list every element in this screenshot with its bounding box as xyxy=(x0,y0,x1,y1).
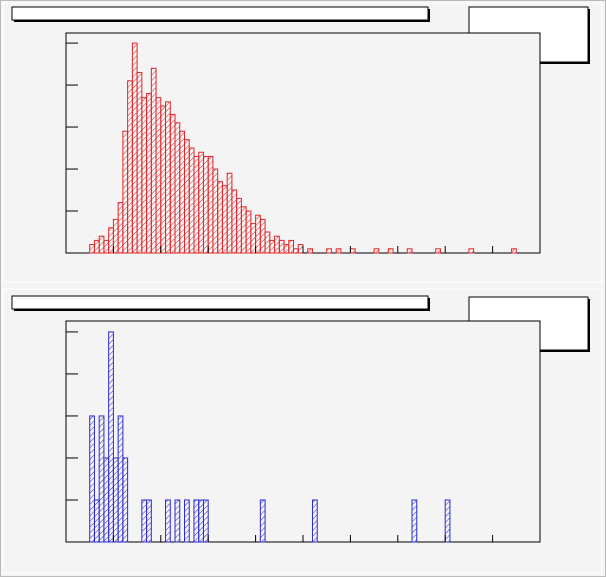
histogram-bar xyxy=(131,42,138,254)
histogram-bar xyxy=(112,457,119,543)
histogram-bar xyxy=(165,499,171,543)
histogram-bar xyxy=(108,331,114,543)
histogram-bar xyxy=(226,172,233,254)
histogram-bar xyxy=(288,239,295,254)
histogram-bar xyxy=(373,248,380,254)
histogram-bar xyxy=(212,168,219,254)
histogram-bar xyxy=(231,189,238,254)
histogram-bar xyxy=(511,248,517,254)
histogram-bar xyxy=(103,457,110,543)
histogram-bar xyxy=(150,67,157,254)
histogram-bar xyxy=(184,139,190,254)
histogram-bar xyxy=(169,113,176,254)
histogram-bar xyxy=(255,214,261,254)
histogram-bar xyxy=(259,499,266,543)
histogram-bar xyxy=(146,92,152,254)
histogram-bar xyxy=(198,151,204,254)
title-box xyxy=(11,6,429,21)
histogram-bar xyxy=(117,415,124,543)
histogram-bar xyxy=(98,235,105,254)
histogram-bar xyxy=(193,155,200,254)
histogram-bar xyxy=(326,248,332,254)
histogram-bar xyxy=(259,218,266,254)
histogram-bar xyxy=(387,248,394,254)
histogram-bar xyxy=(193,499,200,543)
histogram-bar xyxy=(468,248,475,254)
histogram-bar xyxy=(98,415,105,543)
histogram-bar xyxy=(236,197,242,254)
histogram-bar xyxy=(411,499,418,543)
histogram-bar xyxy=(146,499,152,543)
histogram-bar xyxy=(207,155,214,254)
histogram-bar xyxy=(202,155,209,254)
histogram-bar xyxy=(278,239,285,254)
histogram-bar xyxy=(307,248,313,254)
histogram-bar xyxy=(89,415,95,543)
histogram-bar xyxy=(117,202,124,254)
histogram-bar xyxy=(141,97,148,254)
histogram-bar xyxy=(188,147,195,254)
histogram-bar xyxy=(122,130,129,254)
histogram-bar xyxy=(245,210,252,254)
histogram-bar xyxy=(179,130,185,254)
histogram-bar xyxy=(155,97,162,254)
histogram-bar xyxy=(406,248,413,254)
histogram-bar xyxy=(311,499,318,543)
histogram-bar xyxy=(136,71,143,254)
plot-frame xyxy=(65,320,541,543)
histogram-bar xyxy=(435,248,441,254)
histogram-bar xyxy=(174,122,181,254)
histogram-bar xyxy=(221,185,228,254)
histogram-bar xyxy=(127,80,133,254)
histogram-bar xyxy=(184,499,190,543)
histogram-bar xyxy=(250,223,257,254)
histogram-bar xyxy=(112,218,119,254)
histogram-bar xyxy=(264,231,271,254)
histogram-bar xyxy=(198,499,204,543)
histogram-bar xyxy=(103,239,110,254)
histogram-bar xyxy=(108,227,114,254)
histogram-bar xyxy=(160,105,167,254)
histogram-bar xyxy=(283,244,290,254)
histogram-bar xyxy=(269,239,276,254)
histogram-bar xyxy=(274,235,280,254)
histogram-bar xyxy=(240,206,247,254)
histogram-bar xyxy=(335,248,342,254)
histogram-bar xyxy=(122,457,129,543)
title-box xyxy=(11,295,429,310)
histogram-bar xyxy=(444,499,451,543)
histogram-bar xyxy=(141,499,148,543)
histogram-bar xyxy=(297,244,304,254)
histogram-bar xyxy=(202,499,209,543)
histogram-bar xyxy=(217,181,223,254)
histogram-bar xyxy=(349,248,356,254)
histogram-bar xyxy=(293,248,299,254)
histogram-bar xyxy=(93,239,100,254)
histogram-bar xyxy=(89,244,95,254)
histogram-bar xyxy=(174,499,181,543)
histogram-bar xyxy=(93,499,100,543)
histogram-bar xyxy=(165,101,171,254)
